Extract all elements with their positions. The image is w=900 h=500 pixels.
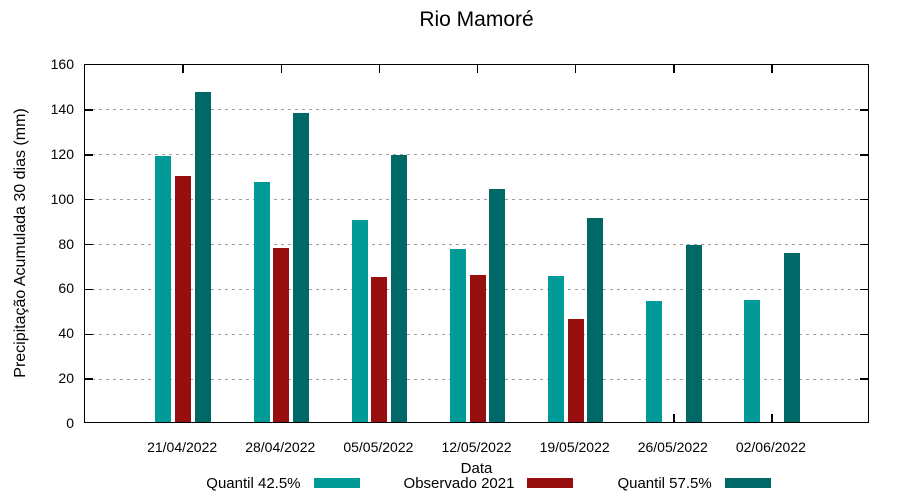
x-tick-mark-top bbox=[476, 65, 479, 73]
y-tick-label: 20 bbox=[58, 370, 74, 387]
x-tick-label: 12/05/2022 bbox=[441, 439, 512, 455]
bar bbox=[391, 155, 408, 422]
y-gridline bbox=[85, 199, 868, 201]
bar bbox=[175, 176, 192, 422]
bar bbox=[489, 188, 506, 422]
bar bbox=[547, 276, 564, 422]
x-tick-mark-bottom bbox=[673, 414, 675, 422]
y-tick-label: 40 bbox=[58, 325, 74, 342]
y-tick-mark-left bbox=[85, 198, 93, 201]
y-tick-mark-left bbox=[85, 288, 93, 291]
x-tick-label: 28/04/2022 bbox=[245, 439, 316, 455]
y-tick-label: 120 bbox=[50, 145, 74, 162]
y-tick-label: 160 bbox=[50, 56, 74, 72]
legend-label: Quantil 42.5% bbox=[206, 474, 301, 492]
legend-item: Observado 2021 bbox=[404, 475, 574, 492]
bar bbox=[587, 217, 604, 422]
plot-area bbox=[84, 64, 869, 423]
bar bbox=[371, 277, 388, 422]
bar bbox=[253, 181, 270, 422]
x-tick-label: 05/05/2022 bbox=[343, 439, 414, 455]
legend-swatch bbox=[313, 478, 360, 488]
y-gridline bbox=[85, 244, 868, 245]
x-tick-label: 26/05/2022 bbox=[637, 439, 708, 455]
bar bbox=[783, 252, 800, 422]
legend-swatch bbox=[527, 478, 574, 488]
bar bbox=[351, 220, 368, 422]
x-tick-mark-top bbox=[182, 65, 184, 73]
chart-title: Rio Mamoré bbox=[419, 8, 534, 31]
x-tick-mark-top bbox=[771, 65, 773, 73]
x-tick-mark-top bbox=[673, 65, 675, 73]
y-tick-mark-left bbox=[85, 154, 93, 156]
legend-item: Quantil 42.5% bbox=[206, 474, 360, 492]
y-tick-mark-right bbox=[860, 378, 868, 380]
bar bbox=[293, 113, 309, 422]
y-tick-mark-left bbox=[85, 243, 93, 246]
bar bbox=[685, 244, 702, 422]
legend: Quantil 42.5% Observado 2021 Quantil 57.5% bbox=[84, 474, 869, 492]
x-tick-mark-top bbox=[574, 65, 577, 73]
y-tick-label: 140 bbox=[50, 100, 74, 117]
x-axis-title: Data bbox=[460, 460, 493, 477]
y-tick-mark-right bbox=[860, 198, 868, 201]
bar bbox=[155, 156, 172, 422]
legend-item: Quantil 57.5% bbox=[617, 474, 771, 492]
y-tick-mark-left bbox=[85, 109, 93, 111]
bar bbox=[273, 248, 290, 422]
legend-label: Quantil 57.5% bbox=[617, 474, 712, 492]
y-tick-mark-right bbox=[860, 109, 868, 111]
y-tick-label: 100 bbox=[50, 190, 74, 207]
y-tick-label: 0 bbox=[66, 415, 74, 431]
x-tick-mark-top bbox=[280, 65, 282, 73]
y-gridline bbox=[85, 109, 868, 111]
bar bbox=[449, 249, 466, 422]
bar bbox=[469, 275, 486, 422]
x-tick-label: 21/04/2022 bbox=[147, 439, 218, 455]
y-tick-label: 80 bbox=[58, 235, 74, 252]
y-tick-mark-left bbox=[85, 333, 93, 335]
y-tick-mark-right bbox=[860, 288, 868, 291]
y-tick-mark-right bbox=[860, 333, 868, 335]
y-tick-mark-left bbox=[85, 378, 93, 380]
bar bbox=[744, 299, 761, 422]
y-tick-label: 60 bbox=[58, 280, 74, 297]
bar bbox=[646, 300, 662, 422]
bar bbox=[194, 92, 211, 422]
y-gridline bbox=[85, 154, 868, 156]
x-tick-mark-top bbox=[378, 65, 381, 73]
legend-swatch bbox=[724, 478, 771, 488]
x-tick-mark-bottom bbox=[771, 414, 773, 422]
y-tick-mark-right bbox=[860, 243, 868, 246]
y-tick-mark-right bbox=[860, 154, 868, 156]
bar bbox=[567, 318, 584, 422]
legend-label: Observado 2021 bbox=[403, 474, 515, 492]
x-tick-label: 19/05/2022 bbox=[539, 439, 610, 455]
x-tick-label: 02/06/2022 bbox=[735, 439, 806, 455]
